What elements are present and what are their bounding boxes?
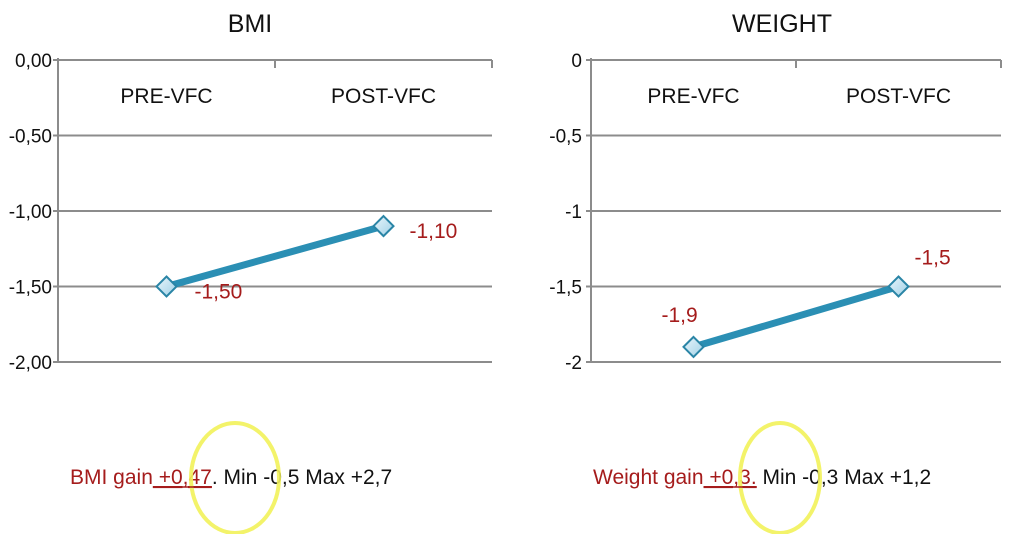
y-tick-label: 0,00 bbox=[15, 51, 52, 72]
chart-title: WEIGHT bbox=[732, 10, 832, 38]
y-tick-label: -2 bbox=[565, 353, 582, 374]
category-label: POST-VFC bbox=[846, 85, 951, 108]
gain-note-suffix: Min -0,3 Max +1,2 bbox=[757, 466, 932, 489]
gain-note-highlight: +0,3. bbox=[704, 466, 757, 489]
gain-note-highlight: +0,47 bbox=[153, 466, 212, 489]
data-point-marker bbox=[682, 335, 705, 359]
highlight-circle bbox=[738, 421, 822, 534]
gain-note: BMI gain +0,47. Min -0,5 Max +2,7 bbox=[70, 466, 392, 489]
category-label: PRE-VFC bbox=[120, 85, 212, 108]
category-label: POST-VFC bbox=[331, 85, 436, 108]
chart-title: BMI bbox=[228, 10, 272, 38]
series-line bbox=[690, 283, 902, 351]
weight-chart: WEIGHT 0 -0,5 -1 -1,5 -2 PRE-VFC POST-VFC -1,9 -1… bbox=[549, 10, 1002, 534]
data-label: -1,9 bbox=[662, 304, 698, 327]
data-label: -1,5 bbox=[915, 247, 951, 270]
gain-note-prefix: Weight gain bbox=[593, 466, 704, 489]
gain-note-suffix: . Min -0,5 Max +2,7 bbox=[212, 466, 392, 489]
highlight-circle bbox=[189, 421, 281, 534]
data-label: -1,10 bbox=[410, 220, 458, 243]
category-label: PRE-VFC bbox=[647, 85, 739, 108]
y-tick-label: -1,5 bbox=[549, 278, 582, 299]
data-point-marker bbox=[372, 214, 395, 238]
y-tick-label: -0,50 bbox=[9, 127, 52, 148]
y-tick-label: -1,50 bbox=[9, 278, 52, 299]
gain-note-prefix: BMI gain bbox=[70, 466, 153, 489]
y-tick-label: -1 bbox=[565, 202, 582, 223]
y-tick-label: 0 bbox=[571, 51, 582, 72]
bmi-chart: BMI 0,00 -0,50 -1,00 -1,50 -2,00 PRE-VFC POST-V… bbox=[9, 10, 493, 534]
y-tick-label: -1,00 bbox=[9, 202, 52, 223]
y-tick-label: -0,5 bbox=[549, 127, 582, 148]
y-tick-label: -2,00 bbox=[9, 353, 52, 374]
gain-note: Weight gain +0,3. Min -0,3 Max +1,2 bbox=[593, 466, 931, 489]
data-point-marker bbox=[887, 275, 910, 298]
data-label: -1,50 bbox=[195, 281, 243, 304]
data-point-marker bbox=[155, 275, 178, 298]
series-line bbox=[163, 222, 387, 290]
